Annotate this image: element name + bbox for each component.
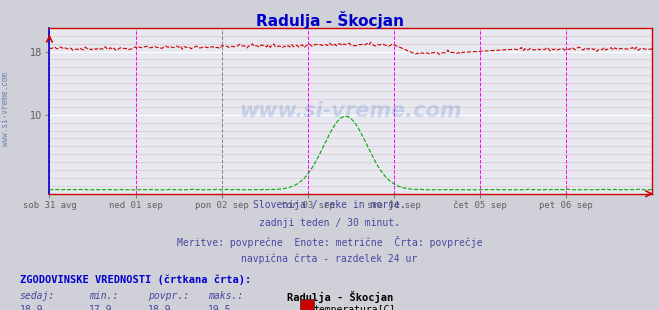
Text: sedaj:: sedaj: [20, 291, 55, 301]
Text: temperatura[C]: temperatura[C] [313, 305, 395, 310]
Text: Radulja - Škocjan: Radulja - Škocjan [256, 11, 403, 29]
Text: povpr.:: povpr.: [148, 291, 189, 301]
Text: maks.:: maks.: [208, 291, 243, 301]
Text: 19,5: 19,5 [208, 305, 231, 310]
Text: Meritve: povprečne  Enote: metrične  Črta: povprečje: Meritve: povprečne Enote: metrične Črta:… [177, 236, 482, 248]
Text: Radulja - Škocjan: Radulja - Škocjan [287, 291, 393, 303]
Text: Slovenija / reke in morje.: Slovenija / reke in morje. [253, 200, 406, 210]
Text: zadnji teden / 30 minut.: zadnji teden / 30 minut. [259, 218, 400, 228]
Text: www.si-vreme.com: www.si-vreme.com [1, 72, 10, 145]
Text: 18,9: 18,9 [148, 305, 172, 310]
Text: ZGODOVINSKE VREDNOSTI (črtkana črta):: ZGODOVINSKE VREDNOSTI (črtkana črta): [20, 274, 251, 285]
Text: 18,9: 18,9 [20, 305, 43, 310]
Text: min.:: min.: [89, 291, 119, 301]
Text: 17,9: 17,9 [89, 305, 113, 310]
Text: www.si-vreme.com: www.si-vreme.com [240, 101, 462, 121]
Text: navpična črta - razdelek 24 ur: navpična črta - razdelek 24 ur [241, 254, 418, 264]
